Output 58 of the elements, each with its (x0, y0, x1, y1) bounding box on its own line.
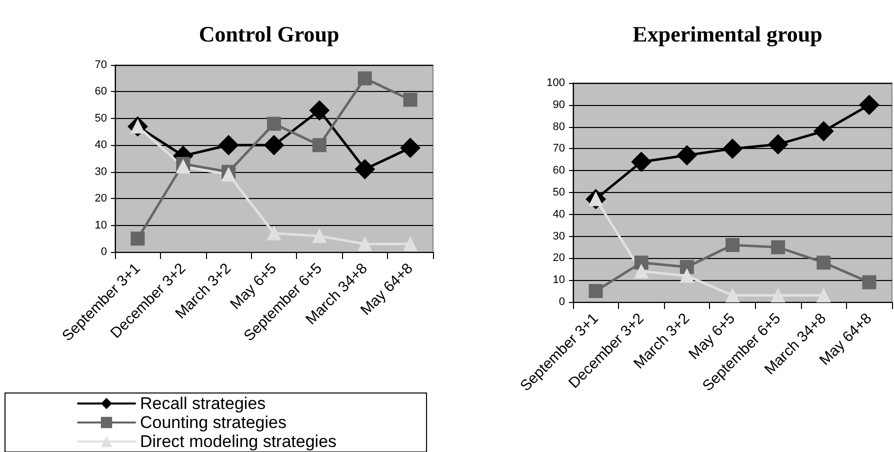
point (816, 288, 831, 302)
y-tick-label: 90 (552, 98, 565, 111)
y-tick-label: 0 (100, 246, 107, 258)
point (222, 168, 236, 182)
point (267, 116, 281, 131)
point (726, 238, 740, 252)
legend-label: Recall strategies (140, 394, 266, 413)
point (403, 236, 418, 251)
point (309, 100, 330, 120)
point (176, 160, 190, 174)
y-tick-label: 60 (94, 86, 107, 98)
y-tick-label: 80 (552, 120, 565, 133)
y-tick-label: 40 (94, 139, 107, 152)
y-tick-label: 60 (552, 164, 565, 177)
y-tick-label: 30 (552, 230, 565, 242)
y-tick-label: 10 (94, 219, 107, 232)
point (264, 135, 284, 156)
point (676, 145, 697, 166)
legend-label: Direct modeling strategies (140, 432, 337, 451)
point (218, 135, 239, 156)
y-tick-label: 10 (552, 274, 565, 286)
point (403, 92, 418, 107)
point (634, 256, 648, 270)
point (726, 288, 740, 302)
y-tick-label: 0 (558, 296, 565, 308)
chart-title: Experimental group (632, 22, 822, 46)
y-tick-label: 50 (552, 186, 565, 198)
point (130, 232, 145, 246)
point (358, 236, 372, 251)
y-tick-label: 30 (94, 166, 107, 178)
chart-title: Control Group (198, 22, 340, 46)
point (400, 138, 420, 158)
point (859, 94, 880, 115)
y-tick-label: 100 (546, 77, 565, 89)
point (312, 228, 326, 243)
point (267, 226, 281, 240)
point (631, 152, 652, 172)
point (634, 264, 648, 278)
point (771, 240, 786, 254)
point (814, 121, 834, 142)
point (354, 159, 375, 180)
point (680, 268, 694, 283)
point (588, 284, 603, 298)
y-tick-label: 20 (94, 192, 107, 205)
y-tick-label: 70 (94, 59, 107, 71)
point (358, 71, 372, 86)
point (312, 138, 326, 152)
point (722, 138, 742, 159)
y-tick-label: 70 (552, 142, 565, 155)
point (862, 275, 876, 290)
point (680, 260, 694, 274)
y-tick-label: 40 (552, 208, 565, 220)
point (768, 134, 788, 154)
point (816, 256, 831, 270)
legend-label: Counting strategies (140, 413, 286, 432)
y-tick-label: 20 (552, 252, 565, 264)
y-tick-label: 50 (94, 112, 107, 124)
point (771, 288, 786, 302)
